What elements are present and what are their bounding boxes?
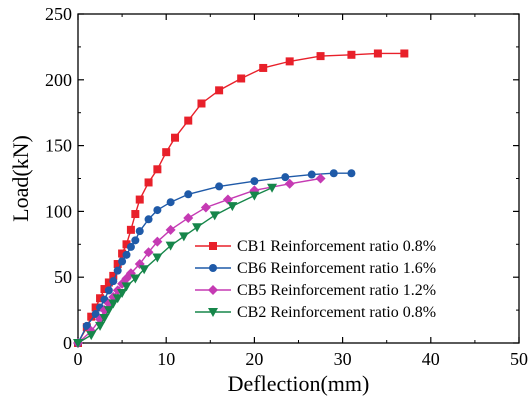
legend-entry-2: CB6 Reinforcement ratio 1.6% <box>195 260 436 277</box>
data-point <box>237 74 245 82</box>
x-tick-label-40: 40 <box>422 349 440 369</box>
data-point <box>210 211 220 220</box>
x-tick-label-50: 50 <box>510 349 528 369</box>
data-point <box>171 134 179 142</box>
x-tick-label-30: 30 <box>334 349 352 369</box>
data-point <box>153 165 161 173</box>
legend-marker <box>209 242 217 250</box>
data-point <box>330 169 338 177</box>
data-point <box>316 174 326 184</box>
legend-label: CB5 Reinforcement ratio 1.2% <box>237 282 436 299</box>
legend-label: CB1 Reinforcement ratio 0.8% <box>237 238 436 255</box>
data-point <box>374 49 382 57</box>
data-point <box>227 202 237 211</box>
y-tick-label-250: 250 <box>45 4 72 24</box>
data-point <box>201 202 211 212</box>
y-axis-title: Load(kN) <box>8 135 33 222</box>
x-tick-label-0: 0 <box>74 349 83 369</box>
legend-marker <box>208 285 218 295</box>
y-tick-label-0: 0 <box>63 333 72 353</box>
data-point <box>347 51 355 59</box>
y-tick-label-200: 200 <box>45 70 72 90</box>
data-point <box>184 190 192 198</box>
legend: CB1 Reinforcement ratio 0.8% CB6 Reinforc… <box>195 238 436 321</box>
data-point <box>197 99 205 107</box>
series-line-1 <box>78 53 404 343</box>
data-point <box>109 277 117 285</box>
legend-entry-4: CB2 Reinforcement ratio 0.8% <box>195 304 436 321</box>
data-point <box>131 236 139 244</box>
y-tick-label-100: 100 <box>45 201 72 221</box>
data-point <box>184 117 192 125</box>
legend-entry-1: CB1 Reinforcement ratio 0.8% <box>195 238 436 255</box>
data-point <box>286 57 294 65</box>
data-point <box>215 182 223 190</box>
data-point <box>347 169 355 177</box>
axes-layer: 0 10 20 30 40 50 0 50 100 150 200 250 Deflection(mm)… <box>8 4 528 396</box>
data-point <box>308 171 316 179</box>
data-point <box>136 196 144 204</box>
data-point <box>123 251 131 259</box>
data-point <box>136 227 144 235</box>
legend-marker <box>209 264 217 272</box>
data-point <box>250 177 258 185</box>
data-point <box>131 210 139 218</box>
data-point <box>145 215 153 223</box>
series-1 <box>74 49 408 347</box>
data-point <box>249 192 259 201</box>
data-point <box>114 267 122 275</box>
data-point <box>259 64 267 72</box>
data-point <box>317 52 325 60</box>
data-point <box>153 206 161 214</box>
data-point <box>127 243 135 251</box>
x-tick-label-10: 10 <box>157 349 175 369</box>
data-point <box>118 257 126 265</box>
y-tick-label-150: 150 <box>45 136 72 156</box>
legend-entry-3: CB5 Reinforcement ratio 1.2% <box>195 282 436 299</box>
data-point <box>400 49 408 57</box>
y-tick-label-50: 50 <box>54 267 72 287</box>
data-point <box>105 286 113 294</box>
x-tick-label-20: 20 <box>245 349 263 369</box>
data-point <box>281 173 289 181</box>
data-point <box>179 232 189 241</box>
data-point <box>192 223 202 232</box>
data-point <box>183 213 193 223</box>
x-axis-title: Deflection(mm) <box>228 371 370 396</box>
data-point <box>145 178 153 186</box>
data-point <box>215 86 223 94</box>
data-point <box>167 198 175 206</box>
legend-label: CB6 Reinforcement ratio 1.6% <box>237 260 436 277</box>
data-point <box>162 148 170 156</box>
data-point <box>86 331 96 340</box>
legend-label: CB2 Reinforcement ratio 0.8% <box>237 304 436 321</box>
data-point <box>127 226 135 234</box>
